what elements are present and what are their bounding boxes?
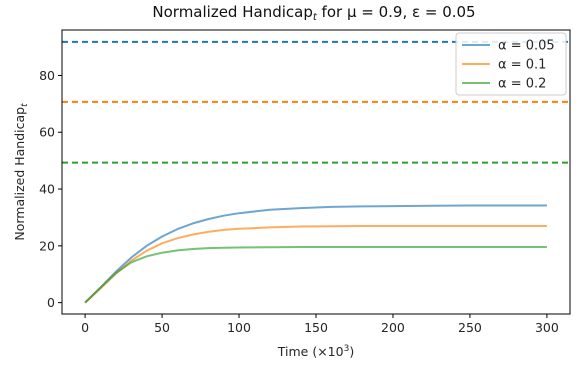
series-line-2 [84,225,547,304]
y-tick-label: 40 [39,182,55,197]
x-tick-label: 200 [381,320,405,335]
x-tick-label: 0 [81,320,89,335]
legend-label-3: α = 0.2 [498,77,546,92]
x-axis: 0 50 100 150 200 250 300 [81,314,559,335]
legend-label-2: α = 0.1 [498,58,546,73]
y-axis-title: Normalized Handicapt [12,103,30,241]
x-axis-title: Time (×103) [277,344,354,359]
series-line-1 [84,204,547,304]
x-tick-label: 300 [535,320,559,335]
y-tick-label: 20 [39,238,55,253]
legend: α = 0.05 α = 0.1 α = 0.2 [455,32,567,96]
y-tick-label: 60 [39,125,55,140]
y-tick-label: 80 [39,68,55,83]
x-tick-label: 250 [458,320,482,335]
x-tick-label: 50 [154,320,170,335]
y-axis: 0 20 40 60 80 [39,68,62,310]
series-line-3 [84,246,547,304]
y-tick-label: 0 [47,295,55,310]
x-tick-label: 100 [227,320,251,335]
chart-title: Normalized Handicapt for μ = 0.9, ε = 0.… [152,3,475,23]
legend-box [455,32,567,96]
legend-label-1: α = 0.05 [498,39,555,54]
x-tick-label: 150 [304,320,328,335]
